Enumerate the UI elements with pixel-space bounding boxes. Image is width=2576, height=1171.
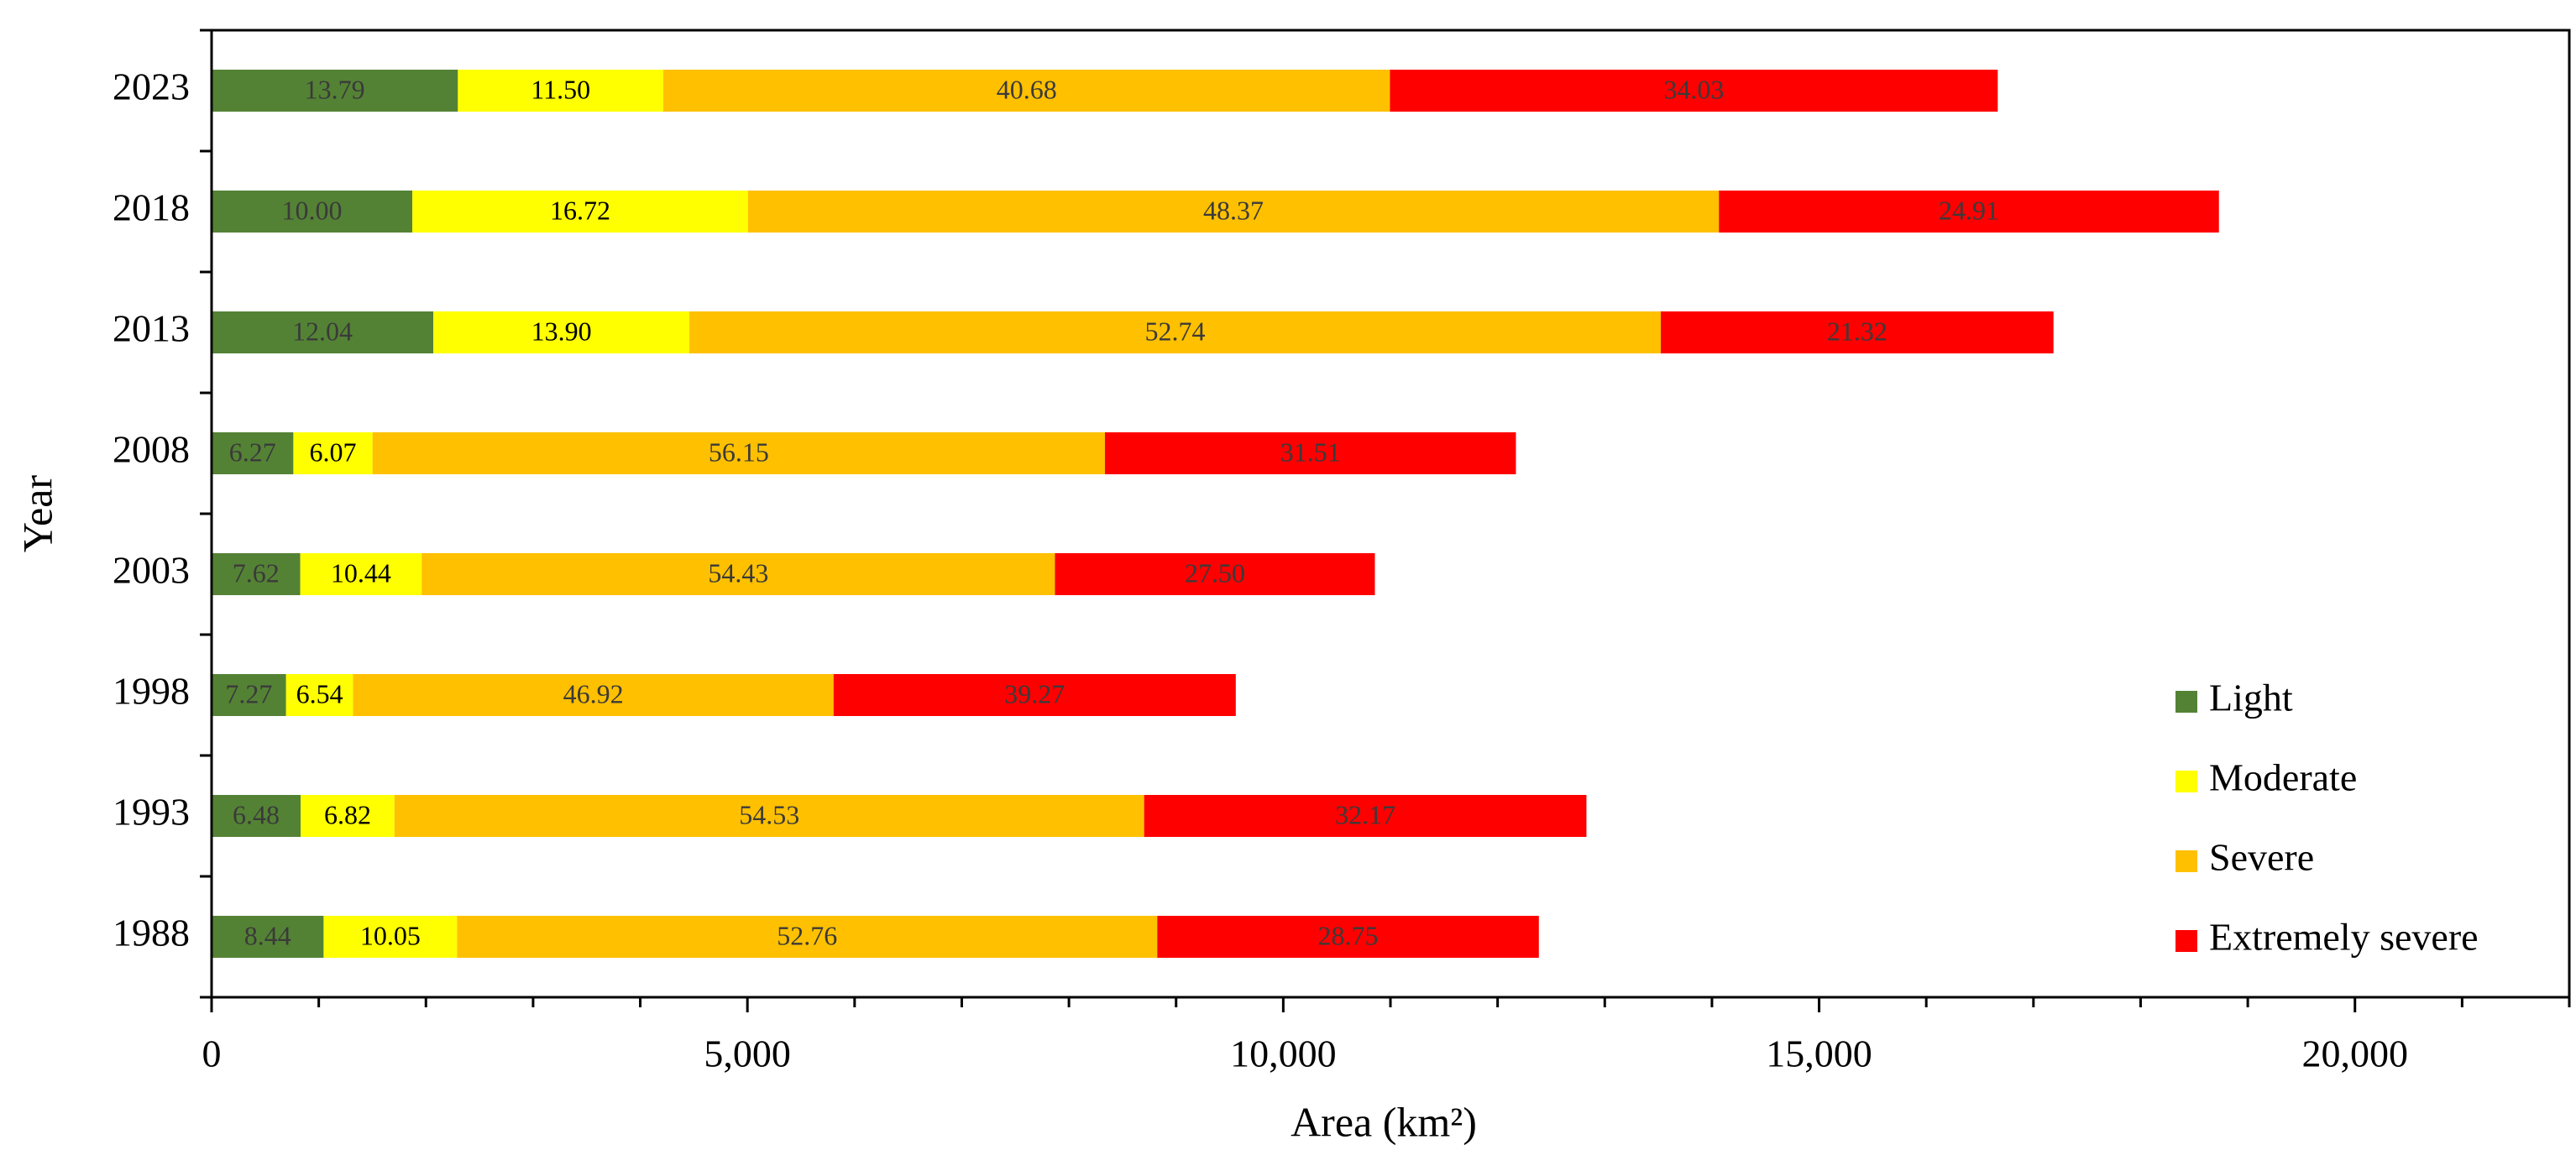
y-tick-label: 1998 bbox=[113, 670, 190, 713]
legend-label: Moderate bbox=[2209, 756, 2357, 799]
data-label: 13.79 bbox=[305, 74, 365, 104]
bar-segment bbox=[394, 795, 1144, 837]
data-label: 52.76 bbox=[777, 920, 837, 950]
plot-frame bbox=[210, 29, 2571, 999]
data-label: 8.44 bbox=[244, 920, 291, 950]
legend-swatch bbox=[2175, 771, 2197, 792]
bar-segment bbox=[285, 674, 353, 716]
y-tick-label: 2023 bbox=[113, 65, 190, 108]
data-label: 10.00 bbox=[282, 195, 343, 225]
bar-segment bbox=[747, 191, 1720, 233]
bar-segment bbox=[212, 311, 434, 353]
data-label: 10.44 bbox=[331, 557, 391, 588]
x-tick-label: 20,000 bbox=[2301, 1032, 2408, 1075]
bar-segment bbox=[1660, 311, 2054, 353]
x-tick-label: 10,000 bbox=[1230, 1032, 1337, 1075]
data-label: 6.27 bbox=[229, 437, 276, 467]
x-tick-label: 15,000 bbox=[1766, 1032, 1872, 1075]
bar-segment bbox=[833, 674, 1236, 716]
data-label: 27.50 bbox=[1185, 557, 1245, 588]
bar-segment bbox=[353, 674, 834, 716]
data-label: 11.50 bbox=[531, 74, 590, 104]
bar-segment bbox=[421, 553, 1055, 595]
bar-segment bbox=[300, 553, 422, 595]
y-tick-label: 1988 bbox=[113, 912, 190, 954]
bar-segment bbox=[1719, 191, 2219, 233]
data-label: 6.48 bbox=[233, 799, 280, 829]
data-label: 32.17 bbox=[1335, 799, 1395, 829]
data-label: 31.51 bbox=[1280, 437, 1341, 467]
data-label: 7.62 bbox=[233, 557, 280, 588]
x-axis-title: Area (km²) bbox=[1291, 1098, 1477, 1145]
data-label: 6.82 bbox=[324, 799, 371, 829]
bar-segment bbox=[1104, 432, 1516, 474]
bar-segment bbox=[662, 70, 1390, 112]
x-tick-label: 0 bbox=[202, 1032, 222, 1075]
data-label: 56.15 bbox=[709, 437, 769, 467]
data-label: 28.75 bbox=[1318, 920, 1379, 950]
data-label: 12.04 bbox=[292, 316, 353, 346]
legend-label: Light bbox=[2209, 677, 2293, 719]
data-label: 6.07 bbox=[310, 437, 357, 467]
bar-segment bbox=[212, 916, 324, 958]
bar-segment bbox=[212, 70, 458, 112]
legend-swatch bbox=[2175, 691, 2197, 713]
x-tick-label: 5,000 bbox=[704, 1032, 791, 1075]
bar-segment bbox=[458, 70, 663, 112]
data-label: 16.72 bbox=[550, 195, 610, 225]
bar-segment bbox=[323, 916, 458, 958]
y-tick-label: 2003 bbox=[113, 549, 190, 592]
y-tick-label: 2018 bbox=[113, 186, 190, 229]
bar-segment bbox=[212, 674, 286, 716]
legend-swatch bbox=[2175, 850, 2197, 872]
bar-segment bbox=[433, 311, 690, 353]
data-label: 39.27 bbox=[1004, 678, 1065, 708]
legend-swatch bbox=[2175, 930, 2197, 952]
legend-label: Extremely severe bbox=[2209, 916, 2479, 959]
bar-segment bbox=[1390, 70, 1998, 112]
data-label: 21.32 bbox=[1827, 316, 1887, 346]
bar-segment bbox=[689, 311, 1661, 353]
data-label: 54.53 bbox=[739, 799, 799, 829]
data-label: 52.74 bbox=[1145, 316, 1206, 346]
legend-label: Severe bbox=[2209, 836, 2314, 879]
data-label: 10.05 bbox=[360, 920, 421, 950]
data-label: 24.91 bbox=[1939, 195, 1999, 225]
y-tick-label: 2013 bbox=[113, 307, 190, 350]
data-label: 40.68 bbox=[997, 74, 1057, 104]
data-label: 6.54 bbox=[296, 678, 343, 708]
data-label: 13.90 bbox=[531, 316, 592, 346]
y-axis-title: Year bbox=[13, 475, 60, 552]
bar-segment bbox=[212, 432, 294, 474]
y-tick-label: 1993 bbox=[113, 791, 190, 834]
bar-segment bbox=[301, 795, 395, 837]
bar-segment bbox=[412, 191, 748, 233]
bar-segment bbox=[372, 432, 1105, 474]
data-label: 7.27 bbox=[225, 678, 272, 708]
y-tick-label: 2008 bbox=[113, 428, 190, 471]
bar-segment bbox=[457, 916, 1158, 958]
bar-segment bbox=[1055, 553, 1375, 595]
data-label: 54.43 bbox=[708, 557, 768, 588]
bar-segment bbox=[1157, 916, 1539, 958]
data-label: 46.92 bbox=[563, 678, 624, 708]
data-label: 34.03 bbox=[1663, 74, 1724, 104]
bar-segment bbox=[212, 553, 301, 595]
bar-segment bbox=[212, 795, 301, 837]
data-label: 48.37 bbox=[1203, 195, 1264, 225]
bar-segment bbox=[212, 191, 413, 233]
bar-segment bbox=[1144, 795, 1587, 837]
bar-segment bbox=[293, 432, 373, 474]
